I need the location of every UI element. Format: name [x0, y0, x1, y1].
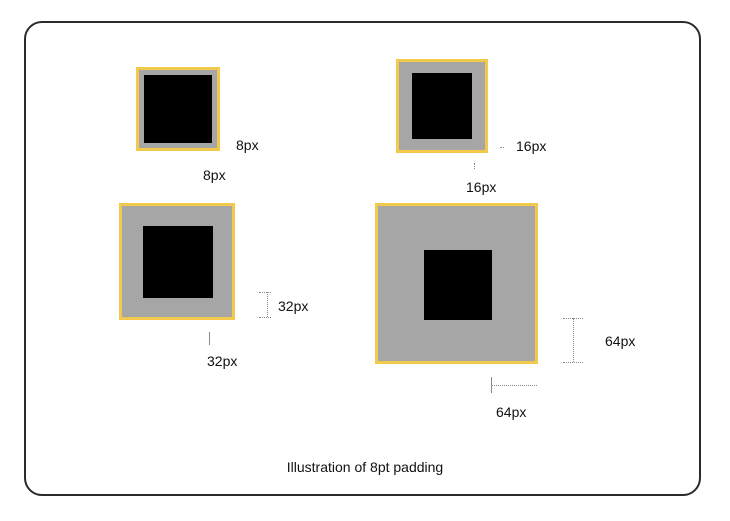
- measure-line-right-32: [267, 292, 268, 317]
- padding-bottom-label-32: 32px: [207, 353, 238, 369]
- content-square-32: [143, 226, 213, 298]
- content-square-8: [144, 75, 212, 143]
- padding-box-16: [396, 59, 488, 153]
- padding-right-label-32: 32px: [278, 298, 309, 314]
- measure-line-right-64-bottom: [563, 362, 583, 363]
- measure-line-right-64: [573, 318, 574, 362]
- padding-box-64: [375, 203, 538, 364]
- padding-right-label-64: 64px: [605, 333, 636, 349]
- padding-bottom-label-8: 8px: [203, 167, 226, 183]
- diagram-caption: Illustration of 8pt padding: [286, 459, 444, 475]
- measure-line-right-32-bottom: [259, 317, 271, 318]
- measure-line-bottom-16: [474, 163, 475, 169]
- padding-right-label-8: 8px: [236, 137, 259, 153]
- content-square-64: [424, 250, 492, 320]
- padding-bottom-label-64: 64px: [496, 404, 527, 420]
- padding-bottom-label-16: 16px: [466, 179, 497, 195]
- padding-box-8: [136, 67, 220, 151]
- measure-line-right-16: [500, 147, 504, 148]
- measure-line-right-32-top: [259, 292, 271, 293]
- measure-line-bottom-64: [491, 385, 537, 386]
- content-square-16: [412, 73, 472, 139]
- padding-right-label-16: 16px: [516, 138, 547, 154]
- measure-line-bottom-32: [209, 332, 210, 345]
- padding-box-32: [119, 203, 235, 320]
